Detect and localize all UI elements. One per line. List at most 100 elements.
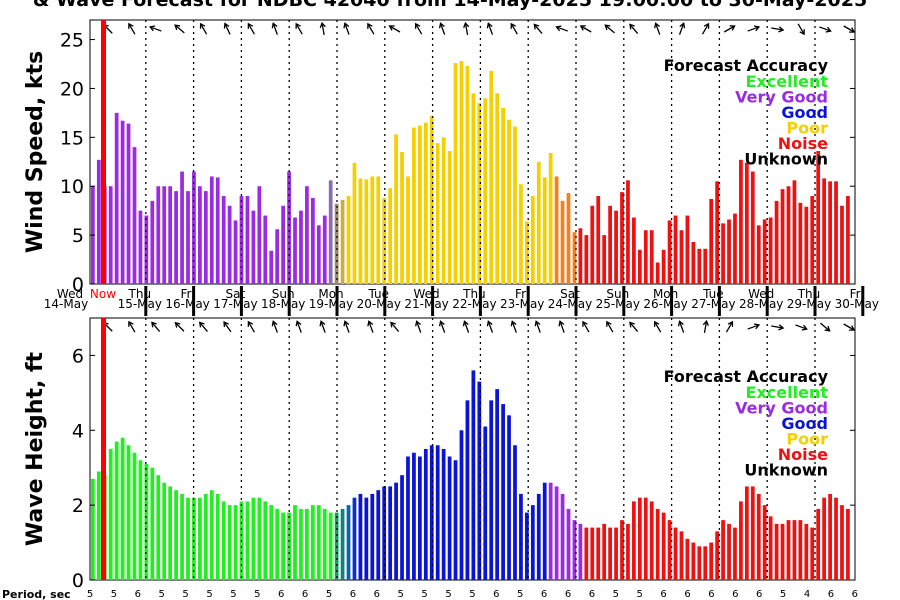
- wind-bar: [269, 250, 274, 284]
- wind-bar: [620, 192, 624, 284]
- wave-bar: [774, 523, 779, 580]
- period-value: 5: [421, 589, 427, 600]
- wave-arrow-shaft: [771, 325, 784, 329]
- wind-arrow-head: [414, 22, 421, 29]
- wind-bar: [626, 180, 630, 284]
- wind-arrow: [723, 25, 736, 33]
- wave-arrow: [151, 321, 161, 333]
- period-value: 6: [660, 589, 666, 600]
- wind-arrow-shaft: [487, 23, 494, 35]
- wave-bar: [358, 493, 363, 580]
- wave-bar: [780, 523, 785, 580]
- wave-bar: [174, 490, 178, 580]
- wave-bar: [756, 493, 761, 580]
- wave-bar: [370, 493, 375, 580]
- wave-arrow-shaft: [582, 321, 590, 333]
- wave-arrow-shaft: [535, 321, 541, 333]
- wave-bar: [96, 471, 101, 580]
- wave-arrow: [198, 321, 208, 333]
- wave-arrow-shaft: [843, 323, 855, 331]
- wind-arrow-head: [247, 22, 254, 29]
- wave-bar: [810, 527, 815, 580]
- wind-bar: [382, 197, 387, 284]
- wave-arrow: [510, 320, 517, 333]
- wind-bar: [667, 220, 672, 284]
- wave-arrow-head: [486, 320, 493, 327]
- wind-bar: [364, 179, 369, 284]
- wave-arrow: [128, 320, 136, 333]
- wind-bar: [483, 98, 488, 284]
- wind-bar: [299, 210, 303, 284]
- period-value: 5: [469, 589, 475, 600]
- wind-arrow-shaft: [128, 23, 136, 35]
- wind-arrow-head: [388, 25, 395, 31]
- wind-bar: [798, 202, 803, 284]
- wave-bar: [376, 490, 381, 580]
- wave-bar: [840, 505, 844, 580]
- wind-bar: [162, 186, 167, 284]
- wind-arrow: [819, 26, 832, 33]
- wave-bar: [346, 505, 351, 580]
- wind-bar: [346, 196, 351, 284]
- date-label: 18-May: [261, 297, 305, 311]
- wind-bar: [198, 186, 202, 284]
- wave-bar: [828, 493, 832, 580]
- now-label: Now: [90, 287, 116, 301]
- wind-speed-panel: 0 5 10 15 20 25 Wind Speed, kts Forecast Accu…: [23, 19, 856, 296]
- wave-bar: [655, 508, 660, 580]
- wind-bar: [614, 210, 618, 284]
- wave-arrow: [295, 320, 302, 333]
- wave-bar: [281, 512, 285, 580]
- period-value: 6: [756, 589, 762, 600]
- wind-bar: [578, 228, 583, 284]
- wind-arrow: [579, 25, 592, 33]
- wave-bar: [328, 512, 333, 580]
- wave-arrow: [725, 320, 734, 333]
- wave-bar: [846, 508, 850, 580]
- period-value: 6: [278, 589, 284, 600]
- wind-bar: [406, 176, 410, 284]
- wind-bar: [465, 65, 470, 285]
- wave-bar: [150, 467, 155, 580]
- wave-arrow-shaft: [174, 322, 185, 332]
- wave-y-axis: 0 2 4 6: [72, 345, 855, 592]
- wave-bar: [305, 508, 309, 580]
- wind-ytick-label: 5: [72, 225, 84, 247]
- day-separator: [144, 286, 148, 316]
- wind-bar: [322, 215, 327, 284]
- wave-bar: [762, 505, 767, 580]
- wave-bar: [596, 527, 601, 580]
- wind-arrow: [148, 25, 162, 32]
- wind-arrow-head: [533, 23, 540, 30]
- wave-bar: [816, 508, 821, 580]
- wave-arrow: [702, 319, 709, 334]
- wind-arrow-shaft: [819, 26, 831, 32]
- wind-speed-bars: [91, 61, 850, 285]
- wave-arrow-shaft: [795, 324, 807, 330]
- wind-bar: [417, 125, 422, 284]
- wave-arrow-shaft: [511, 321, 517, 333]
- wave-bar: [608, 527, 612, 580]
- wind-bar: [186, 191, 190, 284]
- wave-bar: [114, 441, 119, 580]
- wave-arrow-head: [247, 320, 254, 327]
- wave-height-bars: [91, 370, 850, 580]
- wave-arrow-shaft: [678, 321, 685, 333]
- wave-bar: [203, 493, 208, 580]
- wind-arrow: [654, 22, 661, 35]
- wind-bar: [257, 186, 262, 284]
- wind-arrow: [367, 22, 375, 35]
- period-value: 6: [684, 589, 690, 600]
- wind-bar: [816, 151, 821, 284]
- wave-bar: [180, 493, 184, 580]
- wind-arrow-shaft: [723, 25, 735, 33]
- wind-bar: [477, 103, 482, 284]
- wave-arrow: [653, 320, 662, 333]
- wind-arrow-shaft: [771, 27, 784, 31]
- wave-arrow-shaft: [320, 321, 326, 333]
- wind-arrow-shaft: [629, 23, 639, 35]
- wind-bar: [316, 225, 321, 284]
- date-label: 23-May: [500, 297, 544, 311]
- wind-arrow-head: [654, 22, 660, 29]
- wave-arrow-shaft: [272, 321, 278, 333]
